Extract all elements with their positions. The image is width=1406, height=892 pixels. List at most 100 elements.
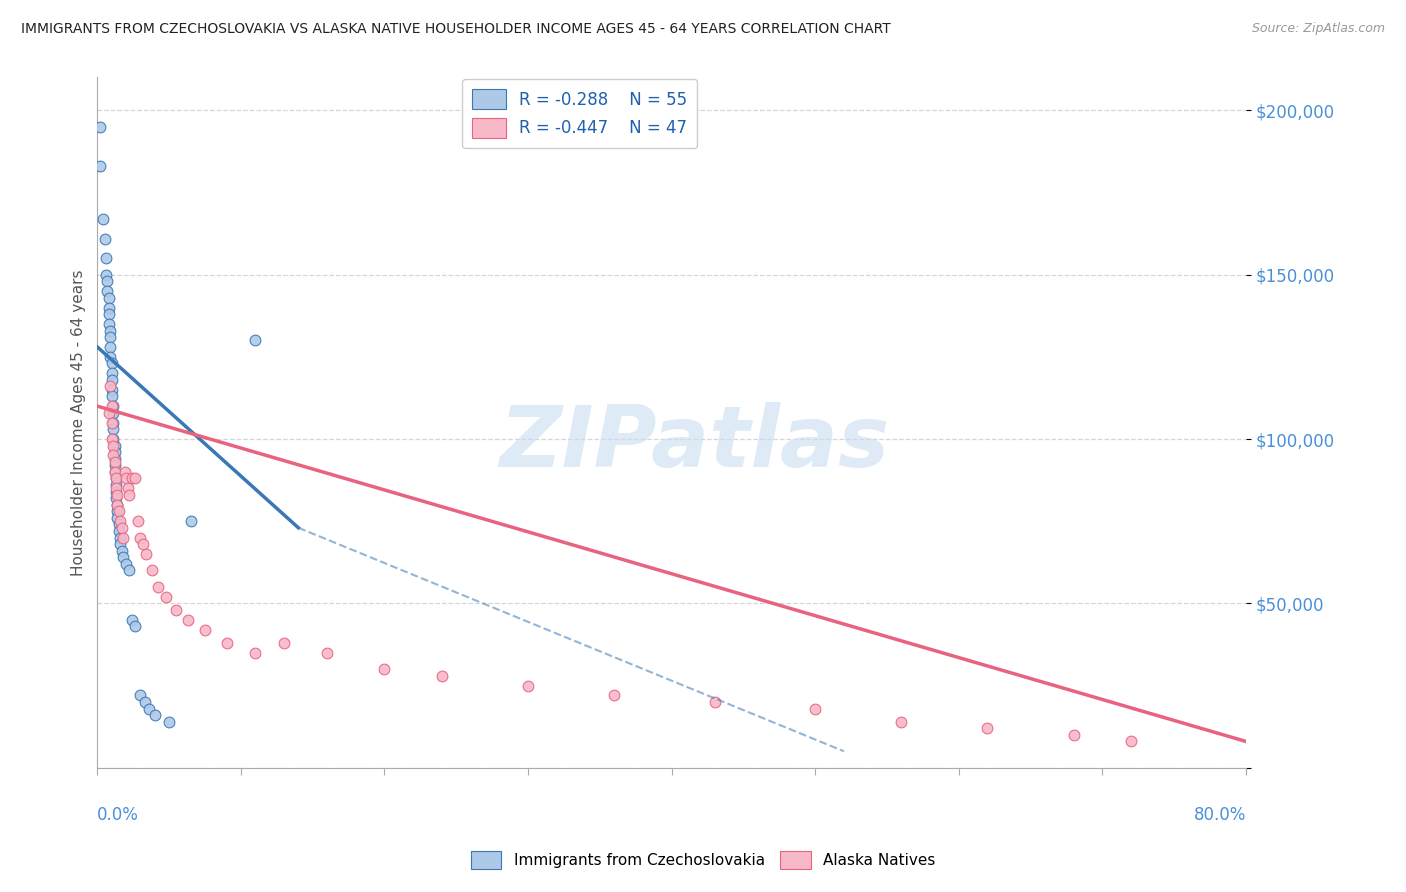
Point — [108, 517, 131, 532]
Point — [112, 531, 135, 545]
Point — [703, 695, 725, 709]
Point — [110, 531, 132, 545]
Point — [146, 580, 169, 594]
Point — [103, 439, 125, 453]
Point — [94, 268, 117, 282]
Point — [100, 389, 122, 403]
Point — [124, 619, 146, 633]
Point — [93, 231, 115, 245]
Point — [98, 379, 121, 393]
Point — [100, 373, 122, 387]
Point — [143, 708, 166, 723]
Point — [107, 504, 129, 518]
Point — [98, 330, 121, 344]
Point — [100, 399, 122, 413]
Point — [111, 521, 134, 535]
Point — [101, 416, 124, 430]
Point — [103, 451, 125, 466]
Point — [110, 537, 132, 551]
Point — [890, 714, 912, 729]
Point — [180, 514, 202, 528]
Point — [105, 481, 128, 495]
Point — [114, 465, 136, 479]
Point — [96, 284, 118, 298]
Point — [155, 590, 177, 604]
Point — [121, 471, 143, 485]
Point — [373, 662, 395, 676]
Legend: Immigrants from Czechoslovakia, Alaska Natives: Immigrants from Czechoslovakia, Alaska N… — [465, 845, 941, 875]
Point — [107, 488, 129, 502]
Point — [127, 514, 149, 528]
Point — [101, 399, 124, 413]
Point — [121, 613, 143, 627]
Point — [100, 366, 122, 380]
Point — [804, 701, 827, 715]
Point — [124, 471, 146, 485]
Point — [112, 550, 135, 565]
Legend: R = -0.288    N = 55, R = -0.447    N = 47: R = -0.288 N = 55, R = -0.447 N = 47 — [463, 78, 697, 148]
Point — [157, 714, 180, 729]
Point — [101, 406, 124, 420]
Point — [108, 504, 131, 518]
Point — [117, 481, 139, 495]
Point — [101, 432, 124, 446]
Point — [105, 478, 128, 492]
Text: 80.0%: 80.0% — [1194, 805, 1246, 823]
Point — [94, 251, 117, 265]
Point — [101, 422, 124, 436]
Point — [103, 465, 125, 479]
Point — [98, 350, 121, 364]
Point — [517, 679, 540, 693]
Point — [101, 449, 124, 463]
Point — [89, 159, 111, 173]
Point — [103, 465, 125, 479]
Point — [129, 689, 152, 703]
Point — [97, 291, 120, 305]
Text: IMMIGRANTS FROM CZECHOSLOVAKIA VS ALASKA NATIVE HOUSEHOLDER INCOME AGES 45 - 64 : IMMIGRANTS FROM CZECHOSLOVAKIA VS ALASKA… — [21, 22, 891, 37]
Point — [603, 689, 626, 703]
Point — [316, 646, 339, 660]
Point — [103, 458, 125, 473]
Point — [430, 668, 453, 682]
Point — [100, 432, 122, 446]
Point — [118, 564, 141, 578]
Point — [98, 340, 121, 354]
Point — [105, 471, 128, 485]
Point — [111, 543, 134, 558]
Point — [89, 120, 111, 134]
Point — [100, 383, 122, 397]
Point — [273, 636, 295, 650]
Point — [100, 416, 122, 430]
Text: 0.0%: 0.0% — [97, 805, 139, 823]
Point — [138, 701, 160, 715]
Point — [135, 547, 157, 561]
Point — [107, 511, 129, 525]
Text: ZIPatlas: ZIPatlas — [499, 401, 890, 484]
Point — [97, 317, 120, 331]
Text: Source: ZipAtlas.com: Source: ZipAtlas.com — [1251, 22, 1385, 36]
Point — [194, 623, 217, 637]
Point — [108, 524, 131, 538]
Y-axis label: Householder Income Ages 45 - 64 years: Householder Income Ages 45 - 64 years — [72, 269, 86, 576]
Point — [1119, 734, 1142, 748]
Point — [107, 498, 129, 512]
Point — [132, 537, 155, 551]
Point — [97, 307, 120, 321]
Point — [215, 636, 238, 650]
Point — [245, 334, 267, 348]
Point — [96, 274, 118, 288]
Point — [98, 324, 121, 338]
Point — [118, 488, 141, 502]
Point — [115, 471, 138, 485]
Point — [105, 484, 128, 499]
Point — [177, 613, 200, 627]
Point — [97, 301, 120, 315]
Point — [245, 646, 267, 660]
Point — [141, 564, 163, 578]
Point — [115, 557, 138, 571]
Point — [103, 455, 125, 469]
Point — [107, 498, 129, 512]
Point — [134, 695, 156, 709]
Point — [105, 471, 128, 485]
Point — [100, 356, 122, 370]
